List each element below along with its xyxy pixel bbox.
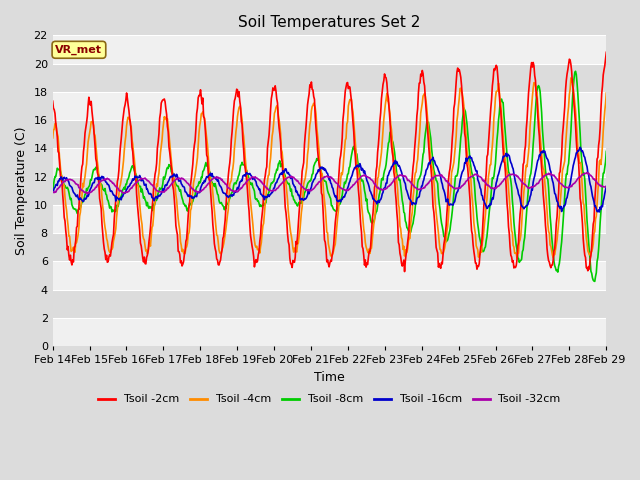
Title: Soil Temperatures Set 2: Soil Temperatures Set 2: [238, 15, 420, 30]
Bar: [52, 318, 606, 346]
Bar: [52, 148, 606, 177]
Bar: [52, 261, 606, 289]
Bar: [52, 92, 606, 120]
Text: VR_met: VR_met: [56, 45, 102, 55]
Bar: [52, 36, 606, 63]
Bar: [52, 205, 606, 233]
Bar: [52, 63, 606, 92]
Legend: Tsoil -2cm, Tsoil -4cm, Tsoil -8cm, Tsoil -16cm, Tsoil -32cm: Tsoil -2cm, Tsoil -4cm, Tsoil -8cm, Tsoi…: [94, 390, 565, 409]
Y-axis label: Soil Temperature (C): Soil Temperature (C): [15, 126, 28, 255]
Bar: [52, 233, 606, 261]
Bar: [52, 177, 606, 205]
X-axis label: Time: Time: [314, 371, 345, 384]
Bar: [52, 120, 606, 148]
Bar: [52, 289, 606, 318]
